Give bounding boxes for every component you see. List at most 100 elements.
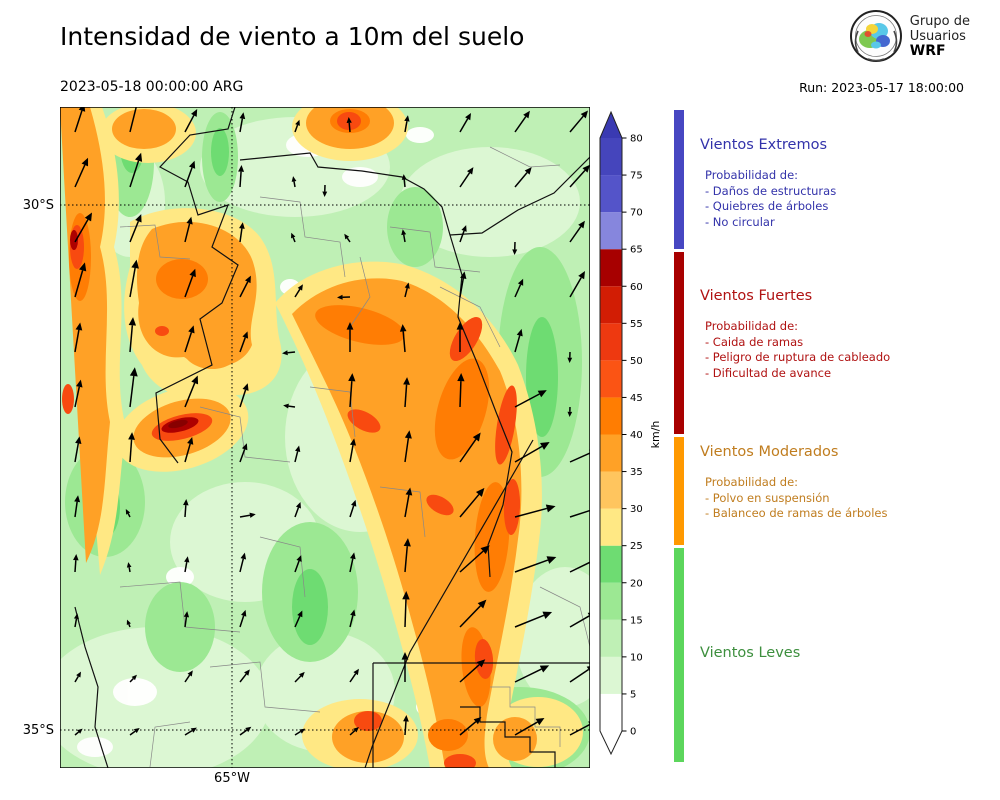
wind-arrow [514,559,549,573]
model-run-label: Run: 2023-05-17 18:00:00 [799,80,964,95]
probability-item: - Quiebres de árboles [705,199,829,213]
wind-arrow [239,729,248,736]
wind-arrow-head [404,430,412,439]
wind-arrow-head [240,552,247,560]
wind-arrow-head [190,727,197,733]
wind-arrow-head [183,499,189,506]
colorbar-tick-label: 65 [630,245,643,256]
wind-arrow-head [191,109,198,117]
wind-arrow-head [460,271,467,279]
colorbar-tick-label: 60 [630,282,643,293]
wind-arrow-head [184,556,190,563]
wind-arrow-head [81,157,89,167]
wind-arrow [514,284,522,298]
wind-arrow [288,405,296,408]
colorbar-tick-label: 35 [630,467,643,478]
wind-arrow [404,494,410,518]
wind-arrow [349,558,354,573]
wind-arrow-head [346,322,354,330]
wind-arrow [294,288,301,298]
wind-arrow [184,505,187,518]
wind-arrow-head [125,509,131,515]
wind-arrow [569,169,586,188]
wind-arrow-head [535,718,545,726]
wind-arrow [514,172,528,188]
wind-arrow [74,443,80,463]
wind-arrow [239,558,245,573]
wind-arrow-head [477,599,487,609]
wind-arrow-head [567,357,573,363]
wind-arrow [402,331,406,353]
wind-arrow [459,172,471,188]
wind-arrow [184,616,188,628]
wind-arrow-head [540,442,550,450]
wind-arrow-head [350,552,356,560]
wind-arrow-head [322,191,328,197]
wind-arrow [459,550,484,573]
colorbar-segment [600,175,622,213]
probability-label: Probabilidad de: [705,319,799,333]
colorbar: 0 5 10 15 20 25 30 35 40 45 50 55 60 65 70 75 80 km/h [599,110,662,756]
colorbar-tick-label: 0 [630,727,636,738]
wind-arrow [128,567,131,573]
wind-arrow [239,337,246,353]
wind-arrow [74,164,86,188]
colorbar-tick-label: 55 [630,319,643,330]
colorbar-segment [600,582,622,620]
wind-arrow-head [241,609,247,617]
wind-arrow [184,223,191,243]
wind-arrow-head [135,214,142,223]
wind-arrow-field [73,107,590,736]
wind-arrow-head [126,562,132,568]
wind-arrow [294,507,300,518]
wind-arrow-head [74,495,81,503]
wind-arrow-head [473,717,482,725]
wind-arrow-head [295,445,301,453]
colorbar-tick-label: 10 [630,652,643,663]
wind-arrow-head [128,432,135,440]
wind-arrow-head [586,666,590,672]
wind-arrow-head [351,499,357,507]
wind-arrow-head [134,152,143,162]
wind-arrow [184,443,191,463]
wind-arrow-head [129,367,138,377]
colorbar-segment [600,434,622,472]
colorbar-segment [600,619,622,657]
category-probability-list: Probabilidad de: - Caida de ramas - Peligr… [700,319,995,381]
wind-arrow [349,445,354,463]
wind-arrow [287,351,296,354]
wind-arrow [349,730,356,736]
wind-intensity-map [60,107,590,768]
wind-arrow-head [186,216,193,225]
wind-arrow [404,287,408,298]
colorbar-segment [600,545,622,583]
wind-arrow-head [512,249,518,255]
colorbar-segment [600,212,622,250]
colorbar-segment [600,656,622,694]
department-boundaries [119,146,590,768]
wind-arrow [129,107,137,133]
wind-arrow [184,167,193,188]
colorbar-tick-label: 80 [630,134,643,145]
probability-item: - Peligro de ruptura de cableado [705,350,891,364]
wind-arrow-head [578,220,585,229]
category-bar-segment [674,252,684,434]
wind-arrow-head [291,176,297,182]
wind-arrow [569,615,590,628]
colorbar-tick-label: 25 [630,541,643,552]
wind-arrow-head [349,438,357,446]
wind-arrow [404,546,409,573]
wind-arrow-head [242,331,249,339]
wind-arrow [514,335,521,353]
wind-arrow-head [76,671,81,678]
wind-arrow-head [188,325,195,334]
wind-arrow [514,668,542,683]
probability-item: - Caida de ramas [705,334,804,349]
wind-arrow-head [238,165,245,172]
wind-arrow [294,675,302,683]
wind-arrow-head [295,501,301,509]
wind-arrow-head [348,373,356,382]
wind-arrow [569,277,582,298]
wind-arrow-head [516,328,523,337]
category-probability-list: Probabilidad de: - Polvo en suspensión - B… [700,475,995,522]
